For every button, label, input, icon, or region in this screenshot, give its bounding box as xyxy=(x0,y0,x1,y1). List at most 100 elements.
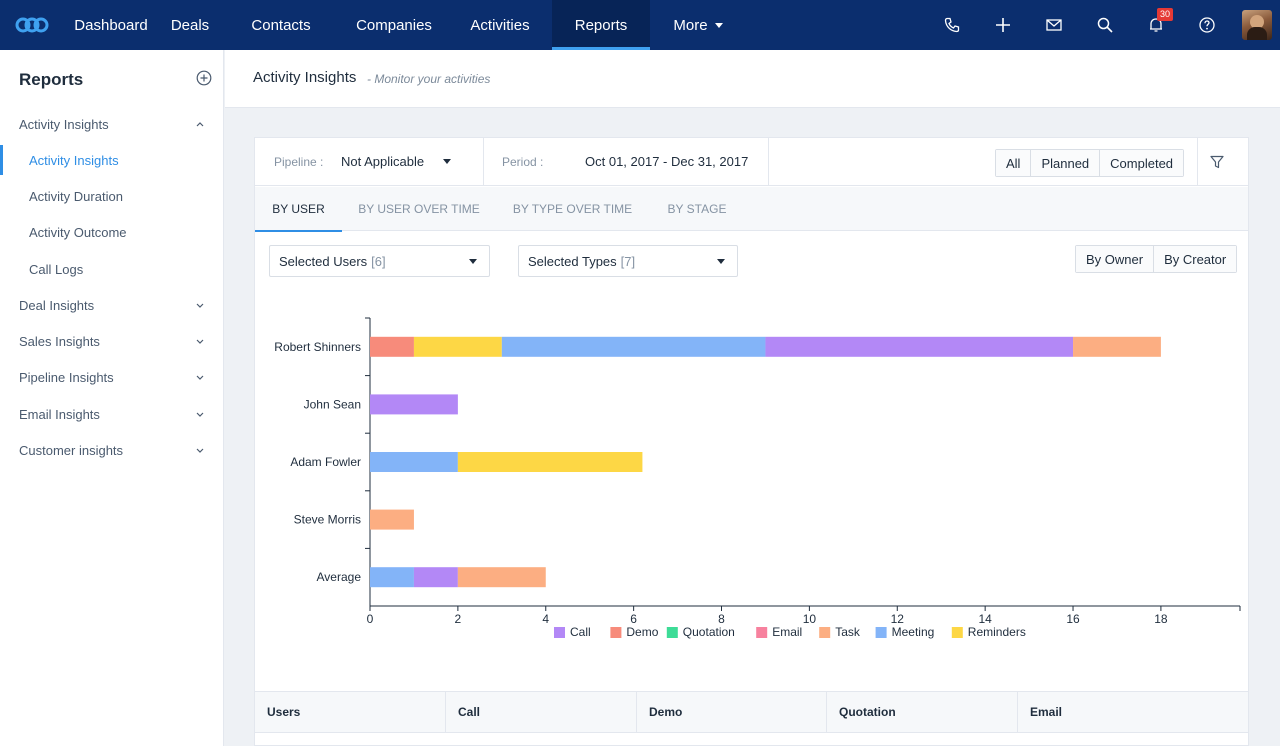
sidebar-item-activity-duration[interactable]: Activity Duration xyxy=(0,178,223,214)
sidebar-item-label: Pipeline Insights xyxy=(19,369,114,385)
period-picker[interactable]: Oct 01, 2017 - Dec 31, 2017 xyxy=(585,154,749,169)
legend-label: Email xyxy=(772,625,802,639)
sidebar-item-call-logs[interactable]: Call Logs xyxy=(0,251,223,287)
nav-more[interactable]: More xyxy=(650,0,746,50)
chevron-down-icon xyxy=(196,303,204,308)
sidebar-item-activity-outcome[interactable]: Activity Outcome xyxy=(0,214,223,250)
chevron-down-icon xyxy=(714,22,723,28)
sidebar-item-label: Email Insights xyxy=(19,406,100,422)
x-tick-label: 12 xyxy=(891,612,905,626)
phone-button[interactable] xyxy=(926,0,977,50)
sidebar-item-sales-insights[interactable]: Sales Insights xyxy=(0,323,223,359)
bar-segment-meeting xyxy=(370,452,458,472)
search-button[interactable] xyxy=(1079,0,1130,50)
nav-dashboard[interactable]: Dashboard xyxy=(64,0,158,50)
legend-label: Meeting xyxy=(892,625,935,639)
x-tick-label: 8 xyxy=(718,612,725,626)
status-all-button[interactable]: All xyxy=(996,150,1031,176)
sidebar-item-label: Sales Insights xyxy=(19,333,100,349)
legend-swatch xyxy=(951,627,963,638)
chevron-down-icon xyxy=(196,448,204,453)
status-planned-button[interactable]: Planned xyxy=(1030,150,1100,176)
selected-users-dropdown[interactable]: Selected Users [6] xyxy=(269,245,490,277)
nav-reports[interactable]: Reports xyxy=(552,0,650,50)
sidebar-item-label: Activity Duration xyxy=(29,188,123,204)
sidebar-item-label: Activity Insights xyxy=(29,152,119,168)
add-button[interactable] xyxy=(977,0,1028,50)
tab-by-user[interactable]: BY USER xyxy=(255,187,342,232)
nav-deals-label: Deals xyxy=(170,16,210,34)
add-report-icon[interactable] xyxy=(196,70,212,86)
x-tick-label: 0 xyxy=(367,612,374,626)
sidebar-item-customer-insights[interactable]: Customer insights xyxy=(0,432,223,468)
mail-button[interactable] xyxy=(1028,0,1079,50)
sidebar-item-pipeline-insights[interactable]: Pipeline Insights xyxy=(0,359,223,395)
tab-label: BY USER OVER TIME xyxy=(358,202,480,216)
sidebar-item-deal-insights[interactable]: Deal Insights xyxy=(0,287,223,323)
tab-by-user-over-time[interactable]: BY USER OVER TIME xyxy=(342,187,496,231)
nav-deals[interactable]: Deals xyxy=(158,0,222,50)
nav-contacts[interactable]: Contacts xyxy=(222,0,340,50)
tab-by-type-over-time[interactable]: BY TYPE OVER TIME xyxy=(496,187,649,231)
column-header-call[interactable]: Call xyxy=(445,692,636,732)
column-header-users[interactable]: Users xyxy=(267,705,301,719)
column-header-email[interactable]: Email xyxy=(1017,692,1248,732)
filter-icon[interactable] xyxy=(1210,155,1224,169)
tab-by-stage[interactable]: BY STAGE xyxy=(649,187,745,231)
nav-contacts-label: Contacts xyxy=(251,16,311,34)
report-card: Pipeline : Not Applicable Period : Oct 0… xyxy=(254,137,1249,746)
top-navigation: Dashboard Deals Contacts Companies Activ… xyxy=(0,0,1280,50)
y-tick-label: Steve Morris xyxy=(294,513,361,527)
nav-icon-group: 30 xyxy=(926,0,1280,50)
legend-label: Call xyxy=(570,625,591,639)
owner-toggle: By Owner By Creator xyxy=(1075,245,1238,273)
status-completed-button[interactable]: Completed xyxy=(1099,150,1184,176)
legend-label: Quotation xyxy=(683,625,735,639)
x-tick-label: 6 xyxy=(630,612,637,626)
nav-companies-label: Companies xyxy=(356,16,432,34)
sidebar-item-email-insights[interactable]: Email Insights xyxy=(0,396,223,432)
tab-label: BY STAGE xyxy=(667,202,727,216)
app-logo[interactable] xyxy=(0,0,64,50)
bar-segment-demo xyxy=(370,336,414,357)
divider xyxy=(483,138,484,186)
help-button[interactable] xyxy=(1181,0,1232,50)
x-tick-label: 10 xyxy=(803,612,817,626)
by-creator-button[interactable]: By Creator xyxy=(1153,246,1237,272)
plus-icon xyxy=(995,18,1010,32)
activity-bar-chart: Robert Shinners John Sean Adam Fowler Steve… xyxy=(274,317,1241,639)
y-tick-label: Robert Shinners xyxy=(274,340,361,354)
x-tick-label: 18 xyxy=(1154,612,1168,626)
sidebar-item-label: Customer insights xyxy=(19,442,124,458)
chevron-down-icon xyxy=(196,412,204,417)
x-tick-label: 16 xyxy=(1066,612,1080,626)
selected-types-dropdown[interactable]: Selected Types [7] xyxy=(518,245,738,277)
bar-segment-task xyxy=(1073,336,1161,357)
pipeline-select[interactable]: Not Applicable xyxy=(341,154,425,169)
bar-segment-meeting xyxy=(370,567,414,588)
period-label: Period : xyxy=(502,155,544,169)
chevron-down-icon[interactable] xyxy=(443,159,451,164)
phone-icon xyxy=(944,17,959,33)
dropdown-count: [7] xyxy=(620,253,636,269)
tab-label: BY TYPE OVER TIME xyxy=(512,202,633,216)
bar-segment-task xyxy=(370,509,414,530)
sidebar-item-activity-insights[interactable]: Activity Insights xyxy=(0,142,223,178)
notifications-button[interactable]: 30 xyxy=(1130,0,1181,50)
nav-companies[interactable]: Companies xyxy=(340,0,448,50)
pipeline-label: Pipeline : xyxy=(274,155,324,169)
sidebar-item-activity-insights-group[interactable]: Activity Insights xyxy=(0,106,223,142)
user-avatar[interactable] xyxy=(1242,10,1272,40)
legend-swatch xyxy=(819,627,831,638)
column-header-quotation[interactable]: Quotation xyxy=(826,692,1017,732)
bell-icon xyxy=(1149,18,1162,32)
sidebar-item-label: Activity Insights xyxy=(19,116,109,132)
legend-label: Reminders xyxy=(968,625,1026,639)
bar-segment-call xyxy=(765,336,1074,357)
nav-activities[interactable]: Activities xyxy=(448,0,552,50)
divider xyxy=(768,138,769,186)
by-owner-button[interactable]: By Owner xyxy=(1076,246,1154,272)
bar-segment-call xyxy=(370,394,458,415)
column-header-demo[interactable]: Demo xyxy=(636,692,827,732)
mail-icon xyxy=(1045,19,1062,31)
